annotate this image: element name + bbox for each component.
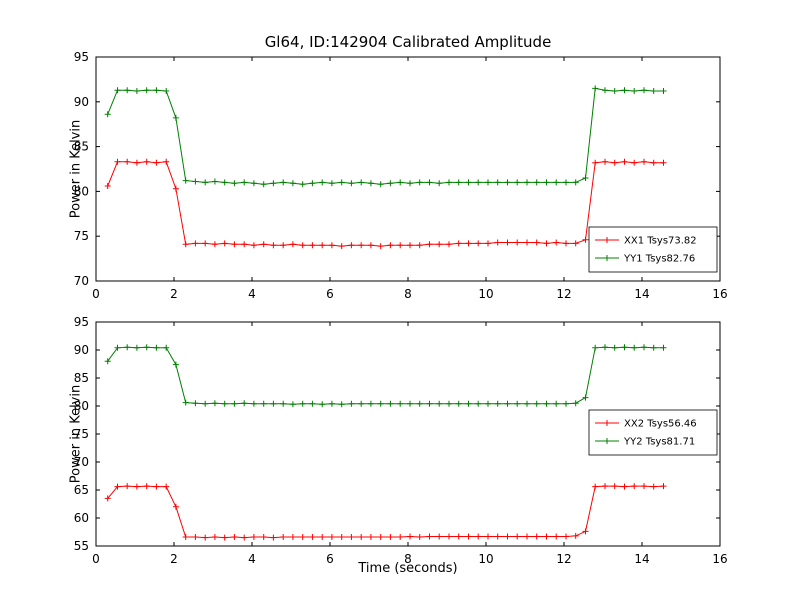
series-line-yy1 bbox=[107, 87, 664, 185]
series-markers-xx2 bbox=[104, 483, 667, 541]
y-tick-label: 95 bbox=[74, 315, 89, 329]
legend-entry-label: XX1 Tsys73.82 bbox=[624, 236, 697, 247]
x-tick-label: 10 bbox=[478, 287, 493, 301]
x-tick-label: 8 bbox=[404, 287, 412, 301]
series-line-xx1 bbox=[107, 161, 664, 247]
y-tick-label: 85 bbox=[74, 140, 89, 154]
legend-sample-marker bbox=[604, 237, 610, 243]
axes-top: 0 2 4 6 8 10 12 14 16 70 75 80 85 90 95 XX1 Tsys73.82 YY… bbox=[74, 50, 728, 301]
x-tick-label: 10 bbox=[478, 552, 493, 566]
y-tick-label: 85 bbox=[74, 371, 89, 385]
y-tick-label: 80 bbox=[74, 399, 89, 413]
series-markers-xx1 bbox=[104, 158, 667, 250]
x-tick-label: 8 bbox=[404, 552, 412, 566]
x-axis-label: Time (seconds) bbox=[358, 561, 458, 576]
x-tick-label: 14 bbox=[634, 552, 649, 566]
x-tick-label: 0 bbox=[92, 287, 100, 301]
series-markers-yy2 bbox=[104, 344, 667, 408]
legend-entry-label: YY2 Tsys81.71 bbox=[623, 437, 695, 448]
legend-entry-label: YY1 Tsys82.76 bbox=[623, 254, 695, 265]
legend-sample-marker bbox=[604, 438, 610, 444]
x-tick-label: 0 bbox=[92, 552, 100, 566]
legend-entry-label: XX2 Tsys56.46 bbox=[624, 419, 697, 430]
legend-sample-marker bbox=[604, 420, 610, 426]
y-tick-label: 65 bbox=[74, 483, 89, 497]
y-tick-label: 80 bbox=[74, 184, 89, 198]
y-tick-label: 60 bbox=[74, 511, 89, 525]
x-tick-label: 2 bbox=[170, 552, 178, 566]
y-tick-label: 90 bbox=[74, 343, 89, 357]
y-tick-label: 95 bbox=[74, 50, 89, 64]
legend-bottom: XX2 Tsys56.46 YY2 Tsys81.71 bbox=[588, 409, 718, 456]
x-tick-label: 14 bbox=[634, 287, 649, 301]
x-tick-label: 16 bbox=[712, 287, 727, 301]
y-tick-label: 75 bbox=[74, 229, 89, 243]
legend-box bbox=[588, 409, 718, 456]
y-tick-label: 75 bbox=[74, 427, 89, 441]
series-line-yy2 bbox=[107, 346, 664, 405]
x-tick-label: 4 bbox=[248, 552, 256, 566]
series-markers-yy1 bbox=[104, 85, 667, 188]
x-tick-label: 6 bbox=[326, 552, 334, 566]
x-tick-label: 12 bbox=[556, 552, 571, 566]
y-tick-label: 70 bbox=[74, 274, 89, 288]
legend-box bbox=[588, 226, 718, 273]
series-line-xx2 bbox=[107, 485, 664, 539]
y-tick-label: 55 bbox=[74, 539, 89, 553]
legend-top: XX1 Tsys73.82 YY1 Tsys82.76 bbox=[588, 226, 718, 273]
legend-sample-marker bbox=[604, 255, 610, 261]
x-tick-label: 12 bbox=[556, 287, 571, 301]
x-tick-label: 2 bbox=[170, 287, 178, 301]
y-tick-label: 70 bbox=[74, 455, 89, 469]
axes-bottom: 0 2 4 6 8 10 12 14 16 55 60 65 70 75 80 85 90 95 XX2 Tsys5… bbox=[74, 315, 728, 566]
x-tick-label: 4 bbox=[248, 287, 256, 301]
x-tick-label: 6 bbox=[326, 287, 334, 301]
y-tick-label: 90 bbox=[74, 95, 89, 109]
figure-title: Gl64, ID:142904 Calibrated Amplitude bbox=[264, 33, 552, 51]
x-tick-label: 16 bbox=[712, 552, 727, 566]
